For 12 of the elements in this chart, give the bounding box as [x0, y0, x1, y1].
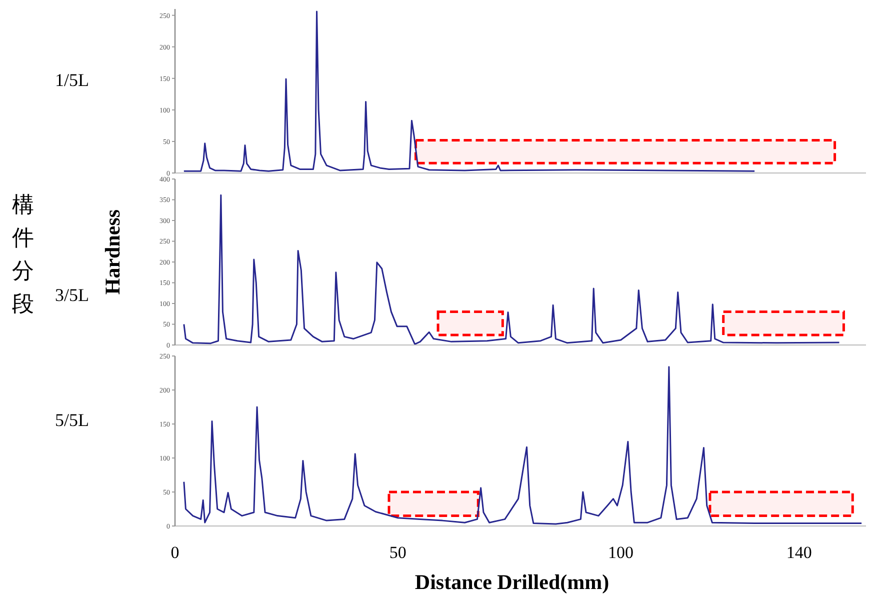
- text: 構件分段: [12, 191, 35, 318]
- line-series: [183, 10, 756, 172]
- text: 1/5L: [55, 70, 89, 91]
- x-tick-label: 100: [608, 543, 634, 562]
- text: 3/5L: [55, 285, 89, 306]
- line-series: [183, 194, 840, 345]
- x-tick-label: 50: [389, 543, 406, 562]
- x-tick-label: 140: [786, 543, 812, 562]
- x-axis-title: Distance Drilled(mm): [414, 570, 610, 595]
- line-series: [183, 366, 862, 525]
- y-axis-title: Hardness: [100, 209, 126, 295]
- text: 5/5L: [55, 410, 89, 431]
